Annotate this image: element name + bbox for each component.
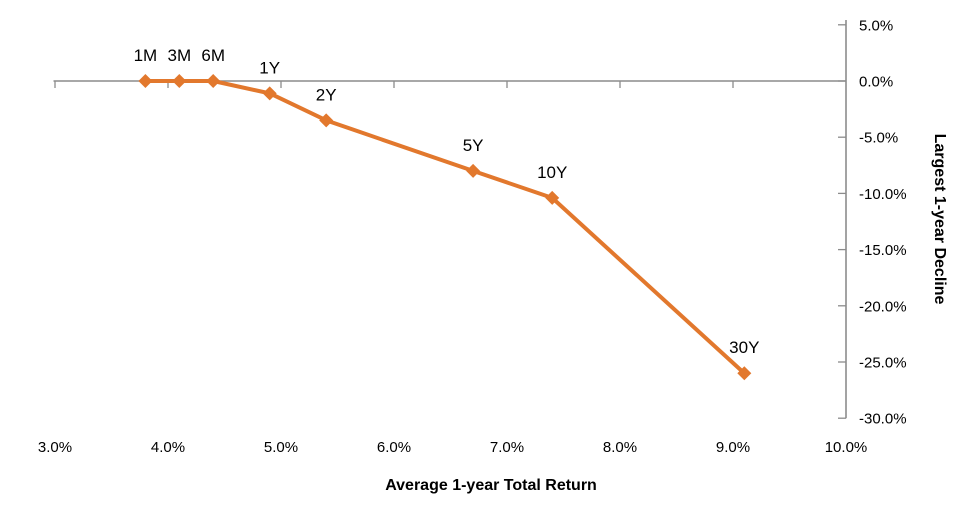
series-line (143, 79, 747, 376)
y-axis-tick-label: -15.0% (859, 242, 907, 259)
data-point-marker (262, 86, 277, 101)
data-point-marker (138, 74, 153, 88)
data-point-label: 1Y (259, 58, 280, 77)
y-axis-tick-label: -30.0% (859, 411, 907, 428)
x-axis-title: Average 1-year Total Return (385, 477, 597, 494)
y-axis-tick-label: -20.0% (859, 298, 907, 315)
x-axis-tick-label: 3.0% (38, 439, 72, 456)
x-axis-tick-label: 4.0% (151, 439, 185, 456)
y-axis-title: Largest 1-year Decline (931, 133, 948, 305)
data-point-label: 10Y (537, 163, 567, 182)
y-axis-tick-label: 0.0% (859, 74, 893, 91)
x-axis-tick-label: 5.0% (264, 439, 298, 456)
y-axis-tick-label: -5.0% (859, 130, 898, 147)
data-point-label: 5Y (463, 136, 484, 155)
x-axis-tick-label: 10.0% (825, 439, 868, 456)
y-axis-tick-label: 5.0% (859, 17, 893, 34)
data-point-label: 30Y (729, 338, 759, 357)
y-axis-tick-label: -10.0% (859, 186, 907, 203)
data-point-marker (737, 366, 752, 381)
x-axis-tick-label: 6.0% (377, 439, 411, 456)
data-point-label: 6M (201, 46, 225, 65)
x-axis-tick-label: 7.0% (490, 439, 524, 456)
data-point-marker (206, 74, 221, 88)
y-axis-tick-label: -25.0% (859, 355, 907, 372)
data-point-marker (466, 163, 481, 178)
data-point-label: 1M (134, 46, 158, 65)
data-point-label: 2Y (316, 85, 337, 104)
x-axis-tick-label: 8.0% (603, 439, 637, 456)
x-axis-tick-label: 9.0% (716, 439, 750, 456)
data-point-label: 3M (167, 46, 191, 65)
data-point-marker (545, 190, 560, 205)
data-point-marker (319, 113, 334, 128)
data-point-marker (172, 74, 187, 88)
